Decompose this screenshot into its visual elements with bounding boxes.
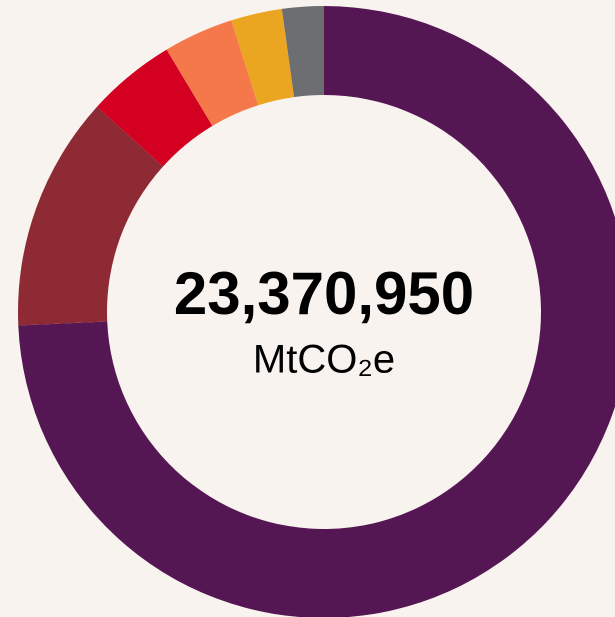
donut-slice	[17, 106, 164, 326]
center-unit: MtCO₂e	[253, 338, 395, 382]
center-value: 23,370,950	[174, 260, 474, 327]
donut-slice	[97, 49, 213, 167]
donut-slice	[281, 6, 324, 98]
donut	[17, 6, 615, 617]
donut-slice	[231, 8, 295, 106]
donut-slice	[18, 6, 615, 617]
donut-slice	[166, 20, 259, 126]
